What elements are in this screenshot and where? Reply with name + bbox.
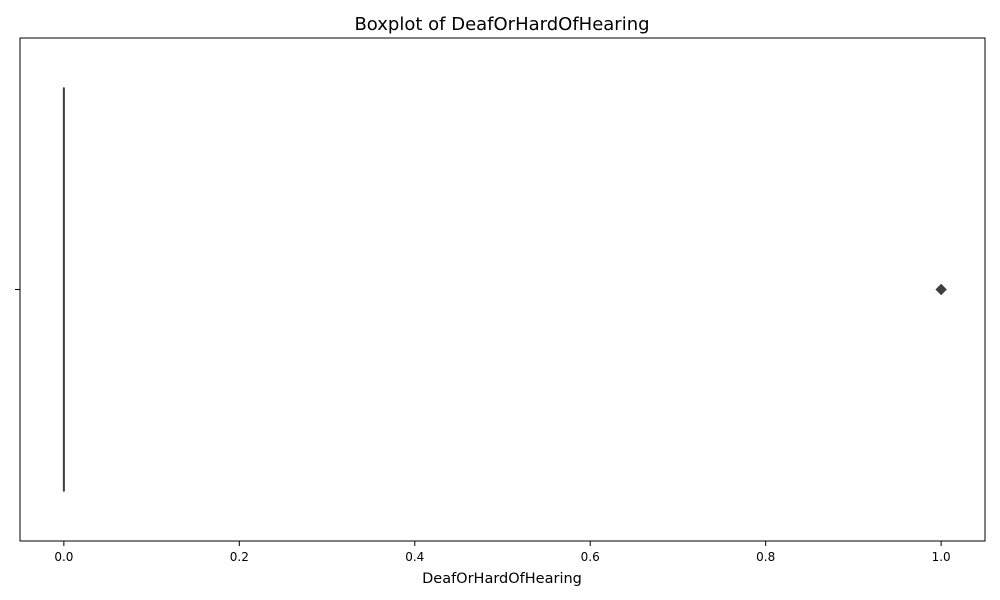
axes-frame	[19, 37, 986, 542]
x-tick-label: 0.2	[230, 550, 249, 564]
x-tick-label: 0.0	[54, 550, 73, 564]
x-tick-label: 0.8	[756, 550, 775, 564]
plot-area	[62, 87, 947, 492]
x-tick-label: 1.0	[932, 550, 951, 564]
outlier-point	[935, 283, 947, 296]
x-axis-label: DeafOrHardOfHearing	[422, 571, 582, 587]
x-axis: 0.0 0.2 0.4 0.6 0.8 1.0	[54, 541, 951, 564]
x-tick-label: 0.6	[581, 550, 600, 564]
x-tick-label: 0.4	[405, 550, 424, 564]
chart-title: Boxplot of DeafOrHardOfHearing	[354, 14, 649, 35]
